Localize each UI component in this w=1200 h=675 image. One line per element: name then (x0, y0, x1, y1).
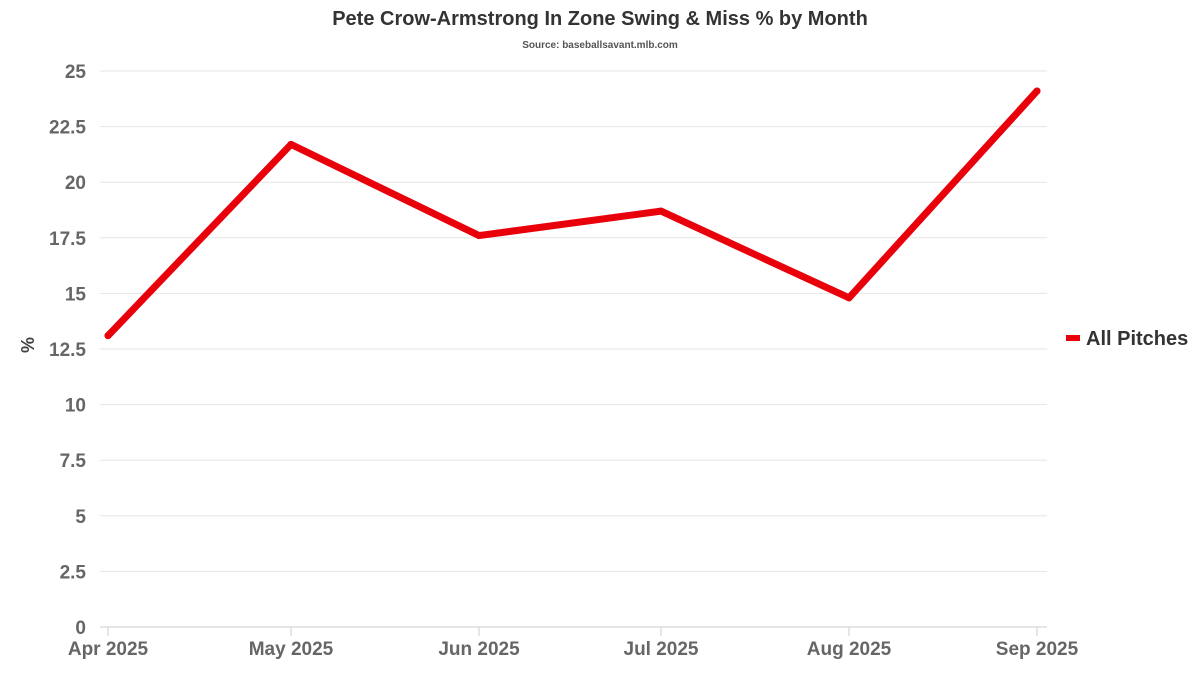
x-tick-label: Sep 2025 (996, 639, 1079, 660)
x-axis (100, 626, 1047, 636)
data-point[interactable] (287, 140, 295, 148)
y-tick-label: 7.5 (60, 451, 87, 472)
y-tick-label: 12.5 (49, 340, 86, 361)
x-tick-label: Jun 2025 (438, 639, 520, 660)
data-point[interactable] (475, 232, 483, 240)
series-line-all-pitches[interactable] (104, 87, 1041, 340)
grid-lines (100, 70, 1047, 572)
x-tick-label: Apr 2025 (68, 639, 149, 660)
y-tick-label: 15 (65, 284, 87, 305)
y-axis: 0 2.5 5 7.5 10 12.5 15 17.5 20 22.5 25 (49, 62, 86, 639)
y-tick-label: 22.5 (49, 118, 86, 139)
chart-title: Pete Crow-Armstrong In Zone Swing & Miss… (332, 8, 868, 30)
x-axis-labels: Apr 2025 May 2025 Jun 2025 Jul 2025 Aug 2025… (68, 639, 1079, 660)
data-point[interactable] (104, 332, 112, 340)
data-point[interactable] (845, 294, 853, 302)
y-tick-label: 5 (75, 507, 86, 528)
legend-label-all-pitches: All Pitches (1086, 328, 1188, 350)
x-tick-label: Jul 2025 (624, 639, 699, 660)
y-tick-label: 17.5 (49, 229, 86, 250)
x-tick-label: May 2025 (249, 639, 334, 660)
data-point[interactable] (657, 207, 665, 215)
chart-subtitle: Source: baseballsavant.mlb.com (522, 40, 678, 51)
y-tick-label: 2.5 (60, 562, 87, 583)
series-layer (104, 87, 1041, 340)
y-tick-label: 25 (65, 62, 87, 83)
y-axis-label: % (18, 337, 38, 353)
y-tick-label: 10 (65, 396, 86, 417)
legend[interactable]: All Pitches (1066, 328, 1188, 350)
y-tick-label: 0 (75, 618, 86, 639)
y-tick-label: 20 (65, 173, 86, 194)
x-tick-label: Aug 2025 (807, 639, 892, 660)
data-point[interactable] (1033, 87, 1041, 95)
